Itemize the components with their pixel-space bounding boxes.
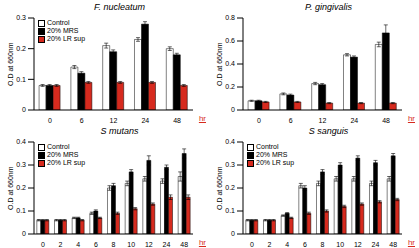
svg-text:48: 48 (382, 117, 390, 124)
svg-text:0.3: 0.3 (16, 14, 26, 21)
svg-text:0: 0 (257, 117, 261, 124)
html-text:20% MRS: 20% MRS (256, 151, 288, 158)
html-text:P. gingivalis: P. gingivalis (305, 2, 352, 12)
html-text:Control: Control (47, 19, 70, 26)
svg-text:0: 0 (48, 117, 52, 124)
svg-text:0.8: 0.8 (225, 14, 235, 21)
svg-text:0.1: 0.1 (16, 76, 26, 83)
svg-text:0: 0 (22, 230, 26, 237)
svg-text:8: 8 (321, 241, 325, 248)
svg-text:0: 0 (250, 241, 254, 248)
html-text:20% LR sup: 20% LR sup (47, 159, 86, 166)
svg-text:0.4: 0.4 (225, 60, 235, 67)
html-text:Control: Control (256, 143, 279, 150)
svg-text:0.3: 0.3 (225, 161, 235, 168)
svg-text:48: 48 (180, 241, 188, 248)
svg-text:4: 4 (76, 241, 80, 248)
svg-text:0: 0 (231, 106, 235, 113)
svg-text:10: 10 (127, 241, 135, 248)
svg-text:0.2: 0.2 (16, 184, 26, 191)
svg-text:12: 12 (145, 241, 153, 248)
svg-text:0: 0 (22, 106, 26, 113)
svg-text:0.1: 0.1 (225, 207, 235, 214)
svg-text:0.4: 0.4 (16, 138, 26, 145)
svg-text:12: 12 (354, 241, 362, 248)
svg-text:6: 6 (94, 241, 98, 248)
html-text:20% MRS: 20% MRS (47, 151, 79, 158)
svg-text:4: 4 (285, 241, 289, 248)
html-text:20% LR sup: 20% LR sup (256, 159, 295, 166)
svg-text:O.D at 660nm: O.D at 660nm (8, 166, 14, 210)
svg-text:6: 6 (80, 117, 84, 124)
svg-text:0.1: 0.1 (16, 207, 26, 214)
html-text:S sanguis: S sanguis (308, 126, 349, 136)
svg-text:2: 2 (59, 241, 63, 248)
svg-text:0.2: 0.2 (225, 184, 235, 191)
svg-text:6: 6 (289, 117, 293, 124)
svg-text:48: 48 (389, 241, 397, 248)
svg-text:48: 48 (173, 117, 181, 124)
html-text:hr: hr (407, 238, 415, 247)
svg-text:O.D at 660nm: O.D at 660nm (8, 42, 14, 86)
html-text:S mutans: S mutans (100, 126, 139, 136)
html-text:20% MRS: 20% MRS (47, 27, 79, 34)
svg-text:O.D at 660nm: O.D at 660nm (216, 42, 223, 86)
html-text:hr: hr (198, 238, 206, 247)
svg-text:24: 24 (350, 117, 358, 124)
svg-text:24: 24 (372, 241, 380, 248)
svg-text:0.6: 0.6 (225, 37, 235, 44)
svg-text:10: 10 (336, 241, 344, 248)
svg-text:12: 12 (110, 117, 118, 124)
svg-text:0.3: 0.3 (16, 161, 26, 168)
svg-text:0.2: 0.2 (225, 83, 235, 90)
svg-text:12: 12 (319, 117, 327, 124)
svg-text:24: 24 (141, 117, 149, 124)
svg-text:0: 0 (41, 241, 45, 248)
svg-text:6: 6 (303, 241, 307, 248)
svg-text:2: 2 (268, 241, 272, 248)
html-text:hr: hr (407, 114, 415, 123)
html-text:F. nucleatum: F. nucleatum (94, 2, 145, 12)
svg-text:0: 0 (231, 230, 235, 237)
html-text:20% LR sup: 20% LR sup (47, 35, 86, 42)
html-text:Control: Control (47, 143, 70, 150)
svg-text:0.2: 0.2 (16, 45, 26, 52)
html-text:hr: hr (198, 114, 206, 123)
svg-text:0.4: 0.4 (225, 138, 235, 145)
svg-text:O.D at 660nm: O.D at 660nm (216, 166, 223, 210)
svg-text:8: 8 (112, 241, 116, 248)
svg-text:24: 24 (163, 241, 171, 248)
